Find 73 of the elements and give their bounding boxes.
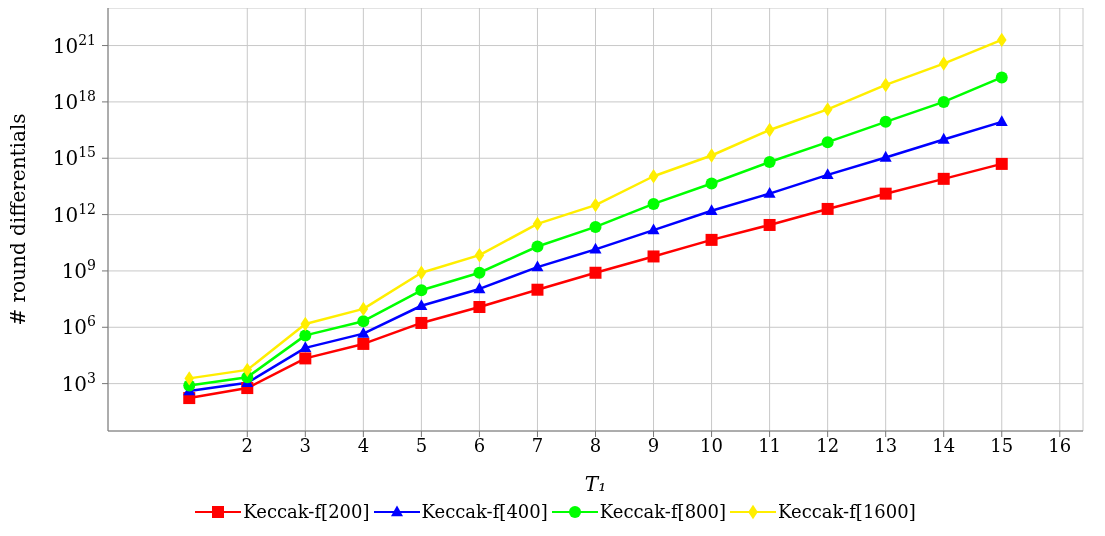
point (415, 284, 428, 297)
y-axis-title: # round differentials (6, 113, 31, 326)
point (357, 327, 370, 338)
point (705, 204, 718, 215)
point (647, 250, 660, 263)
point (647, 223, 660, 235)
x-tick-label: 7 (531, 434, 544, 456)
point (648, 169, 659, 184)
point (763, 187, 776, 198)
point (357, 315, 370, 328)
point (705, 233, 718, 246)
x-axis-title: T₁ (584, 472, 607, 496)
point (879, 187, 892, 200)
point (706, 148, 717, 163)
y-tick-label: 10$^{3}$ (61, 369, 96, 396)
legend-label: Keccak-f[400] (421, 501, 548, 522)
y-tick-label: 10$^{15}$ (52, 144, 96, 171)
point (879, 115, 892, 128)
point (937, 95, 950, 108)
point (531, 260, 544, 272)
point (821, 136, 834, 149)
point (299, 352, 312, 365)
x-tick-label: 12 (816, 434, 840, 456)
point (415, 316, 428, 329)
point (299, 341, 312, 353)
point (531, 240, 544, 253)
point (995, 157, 1008, 170)
point (822, 102, 833, 117)
point (589, 220, 602, 233)
point (995, 115, 1008, 127)
point (763, 156, 776, 169)
x-tick-label: 6 (473, 434, 486, 456)
legend-label: Keccak-f[1600] (778, 501, 916, 522)
legend-label: Keccak-f[800] (599, 501, 727, 522)
y-tick-label: 10$^{6}$ (61, 313, 97, 340)
point (647, 197, 660, 210)
x-tick-label: 5 (415, 434, 428, 456)
x-tick-label: 3 (299, 434, 312, 456)
x-tick-label: 16 (1048, 434, 1072, 456)
x-tick-label: 15 (990, 434, 1014, 456)
x-tick-label: 11 (758, 434, 782, 456)
x-tick-label: 14 (932, 434, 956, 456)
point (763, 218, 776, 231)
point (589, 242, 602, 254)
x-tick-label: 4 (357, 434, 370, 456)
point (821, 202, 834, 215)
point (589, 266, 602, 279)
x-tick-label: 13 (874, 434, 898, 456)
point (415, 299, 428, 310)
point (995, 71, 1008, 84)
point (299, 329, 312, 342)
point (938, 56, 949, 71)
point (821, 168, 834, 180)
x-tick-label: 8 (589, 434, 602, 456)
point (937, 132, 950, 144)
point (473, 301, 486, 314)
y-tick-label: 10$^{9}$ (61, 256, 96, 283)
y-tick-label: 10$^{12}$ (52, 200, 96, 227)
point (937, 172, 950, 185)
point (357, 337, 370, 350)
point (531, 283, 544, 296)
x-tick-label: 10 (700, 434, 724, 456)
x-tick-label: 9 (647, 434, 660, 456)
point (416, 265, 427, 280)
legend-label: Keccak-f[200] (243, 501, 370, 522)
y-tick-label: 10$^{21}$ (52, 31, 96, 58)
point (184, 371, 195, 386)
x-tick-label: 2 (241, 434, 254, 456)
y-tick-label: 10$^{18}$ (52, 87, 96, 114)
point (705, 177, 718, 190)
point (473, 266, 486, 279)
point (473, 282, 486, 294)
point (879, 150, 892, 162)
